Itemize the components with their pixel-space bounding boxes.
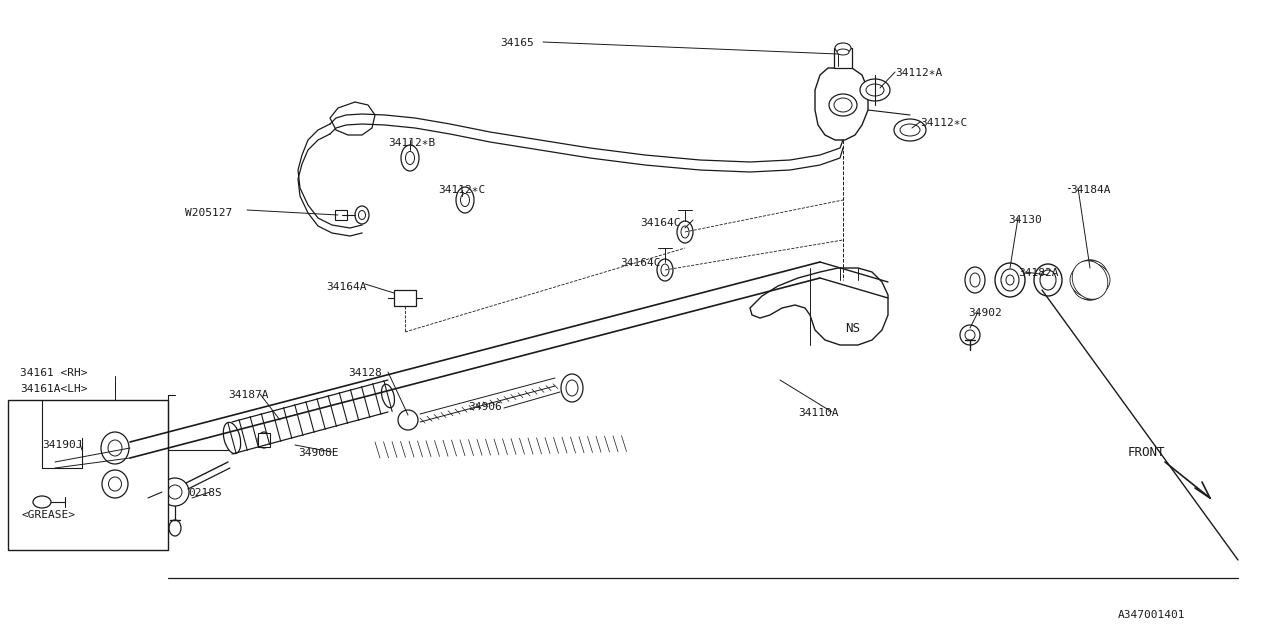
Ellipse shape [867, 84, 884, 96]
Text: A347001401: A347001401 [1117, 610, 1185, 620]
Ellipse shape [561, 374, 582, 402]
Ellipse shape [1001, 269, 1019, 291]
Text: 34187A: 34187A [228, 390, 269, 400]
Ellipse shape [102, 470, 128, 498]
Text: 34182A: 34182A [1018, 268, 1059, 278]
Text: 34161A<LH>: 34161A<LH> [20, 384, 87, 394]
Text: 34164C: 34164C [620, 258, 660, 268]
Text: 34908E: 34908E [298, 448, 338, 458]
Ellipse shape [835, 43, 851, 53]
Ellipse shape [677, 221, 692, 243]
Text: <GREASE>: <GREASE> [22, 510, 76, 520]
Polygon shape [750, 268, 888, 345]
Text: 34112∗A: 34112∗A [895, 68, 942, 78]
Ellipse shape [355, 206, 369, 224]
Ellipse shape [1073, 260, 1107, 300]
Ellipse shape [381, 384, 394, 408]
Circle shape [168, 485, 182, 499]
Text: 34190J: 34190J [42, 440, 82, 450]
Text: 34128: 34128 [348, 368, 381, 378]
Ellipse shape [566, 380, 579, 396]
Ellipse shape [965, 267, 986, 293]
Text: 34902: 34902 [968, 308, 1002, 318]
Bar [835, 48, 852, 68]
Ellipse shape [1070, 263, 1110, 297]
Text: 34165: 34165 [500, 38, 534, 48]
Ellipse shape [358, 211, 366, 220]
Ellipse shape [835, 98, 852, 112]
Ellipse shape [259, 432, 270, 448]
Text: 0218S: 0218S [188, 488, 221, 498]
Circle shape [960, 325, 980, 345]
Text: 34112∗C: 34112∗C [920, 118, 968, 128]
Ellipse shape [223, 422, 241, 454]
Ellipse shape [169, 520, 180, 536]
Ellipse shape [995, 263, 1025, 297]
Text: W205127: W205127 [186, 208, 232, 218]
Ellipse shape [837, 49, 849, 55]
Ellipse shape [33, 496, 51, 508]
Text: 34906: 34906 [468, 402, 502, 412]
Ellipse shape [1034, 264, 1062, 296]
Ellipse shape [108, 440, 122, 456]
Text: 34110A: 34110A [797, 408, 838, 418]
Ellipse shape [681, 226, 689, 238]
Ellipse shape [1006, 275, 1014, 285]
Ellipse shape [1073, 260, 1107, 300]
Text: 34164C: 34164C [640, 218, 681, 228]
Text: 34112∗B: 34112∗B [388, 138, 435, 148]
Text: 34164A: 34164A [326, 282, 366, 292]
Bar [259, 433, 270, 447]
Ellipse shape [829, 94, 858, 116]
Ellipse shape [456, 187, 474, 213]
Text: 34161 <RH>: 34161 <RH> [20, 368, 87, 378]
Bar [394, 290, 416, 306]
Ellipse shape [660, 264, 669, 276]
Text: 34184A: 34184A [1070, 185, 1111, 195]
Ellipse shape [1080, 267, 1100, 293]
Bar [8, 400, 168, 550]
Text: NS: NS [845, 322, 860, 335]
Ellipse shape [461, 193, 470, 207]
Ellipse shape [893, 119, 925, 141]
Ellipse shape [109, 477, 122, 491]
Ellipse shape [900, 124, 920, 136]
Text: 34130: 34130 [1009, 215, 1042, 225]
Polygon shape [815, 68, 868, 140]
Ellipse shape [140, 494, 148, 504]
Ellipse shape [970, 273, 980, 287]
Ellipse shape [1073, 260, 1107, 300]
Polygon shape [330, 102, 375, 135]
Ellipse shape [101, 432, 129, 464]
Ellipse shape [401, 145, 419, 171]
Circle shape [965, 330, 975, 340]
Ellipse shape [406, 152, 415, 164]
Circle shape [398, 410, 419, 430]
Ellipse shape [657, 259, 673, 281]
Ellipse shape [860, 79, 890, 101]
Circle shape [161, 478, 189, 506]
Ellipse shape [1039, 270, 1056, 290]
Bar [335, 210, 347, 220]
Text: 34112∗C: 34112∗C [438, 185, 485, 195]
Text: FRONT: FRONT [1128, 446, 1166, 459]
